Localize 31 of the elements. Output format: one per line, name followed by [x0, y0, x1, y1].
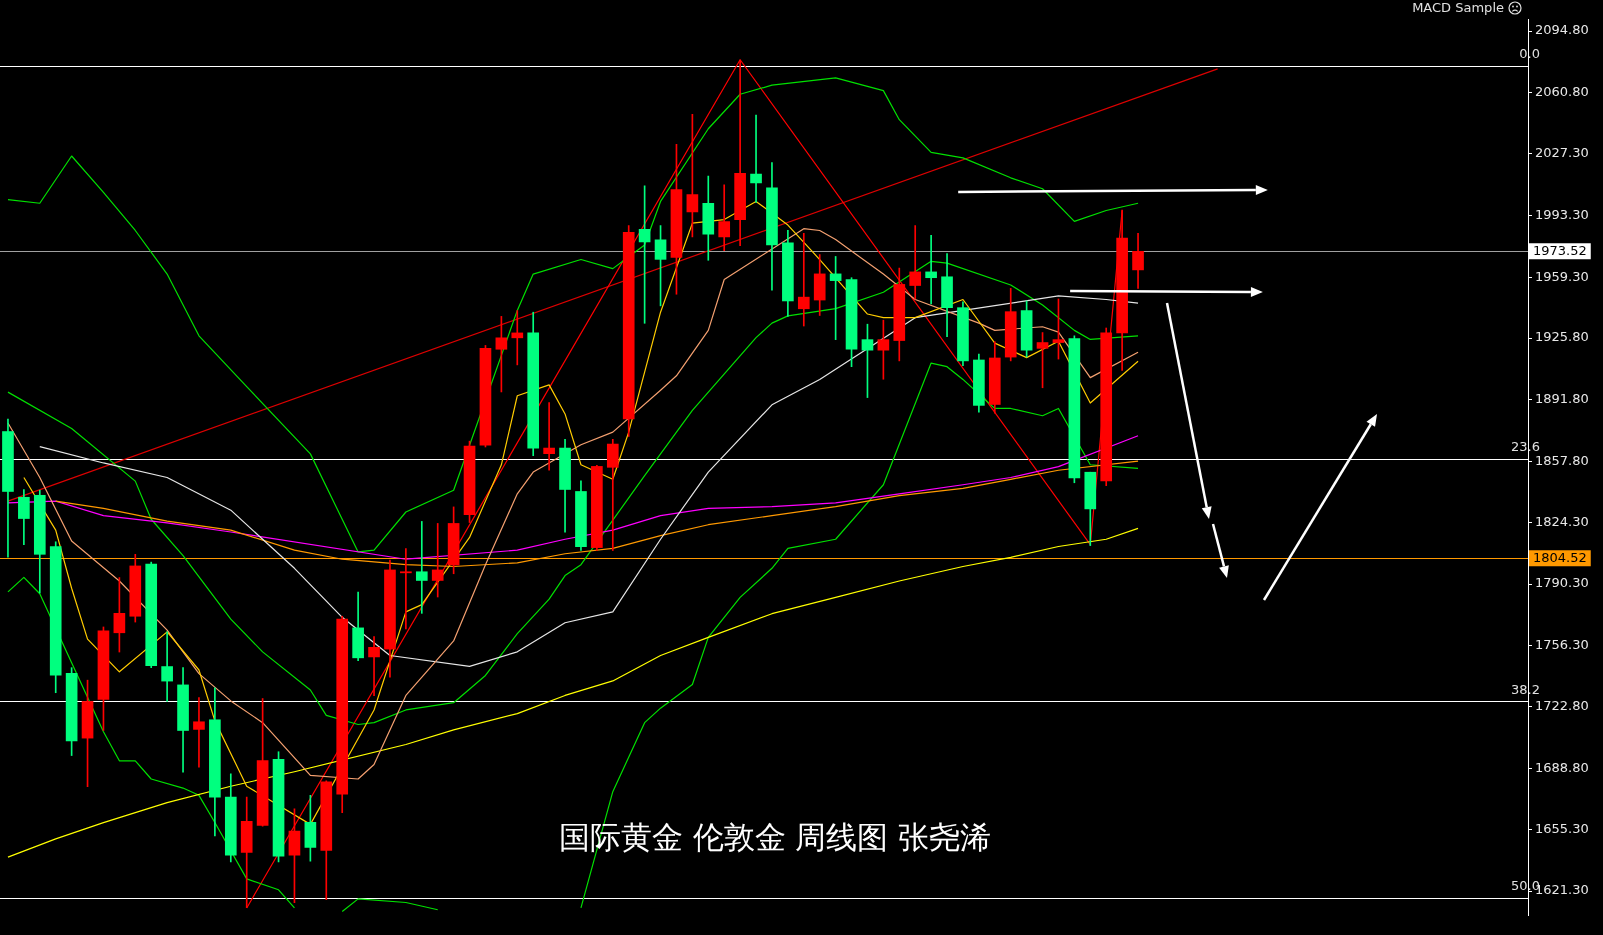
- candlestick: [750, 114, 762, 203]
- y-tick-label: 1824.30: [1535, 513, 1589, 529]
- y-tick-label: 1688.80: [1535, 759, 1589, 775]
- y-tick-label: 2060.80: [1535, 84, 1589, 100]
- text: MACD Sample: [1412, 0, 1504, 15]
- candlestick: [606, 439, 619, 551]
- candlestick: [511, 310, 524, 366]
- y-tick-label: 1857.80: [1535, 452, 1589, 468]
- y-tick-label: 1891.80: [1535, 391, 1589, 407]
- candlestick: [193, 697, 205, 768]
- candlestick: [368, 636, 380, 696]
- ref-line-label: 1804.52: [1533, 549, 1587, 565]
- candlestick: [161, 631, 173, 702]
- y-tick-label: 2027.30: [1535, 145, 1589, 161]
- y-tick-label: 1655.30: [1535, 820, 1589, 836]
- y-tick-label: 1959.30: [1535, 268, 1589, 284]
- candlestick: [909, 225, 922, 300]
- candlestick: [415, 521, 428, 614]
- y-tick-label: 1993.30: [1535, 206, 1589, 222]
- y-tick-label: 1790.30: [1535, 575, 1589, 591]
- y-tick-label: 2094.80: [1535, 22, 1589, 38]
- candlestick: [797, 232, 810, 327]
- ref-line-label: 1973.52: [1533, 242, 1587, 258]
- y-tick-label: 1722.80: [1535, 698, 1589, 714]
- candlestick: [925, 234, 937, 305]
- candlestick: [718, 184, 731, 251]
- candlestick: [400, 548, 412, 630]
- y-tick-label: 1925.80: [1535, 329, 1589, 345]
- candlestick: [543, 402, 555, 471]
- candlestick: [431, 523, 444, 598]
- y-tick-label: 1756.30: [1535, 637, 1589, 653]
